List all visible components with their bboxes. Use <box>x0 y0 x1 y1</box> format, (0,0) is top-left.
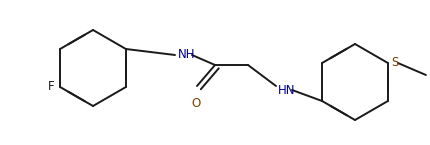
Text: F: F <box>47 80 54 94</box>
Text: HN: HN <box>278 84 295 97</box>
Text: O: O <box>191 97 201 110</box>
Text: NH: NH <box>178 48 196 61</box>
Text: S: S <box>391 57 398 69</box>
